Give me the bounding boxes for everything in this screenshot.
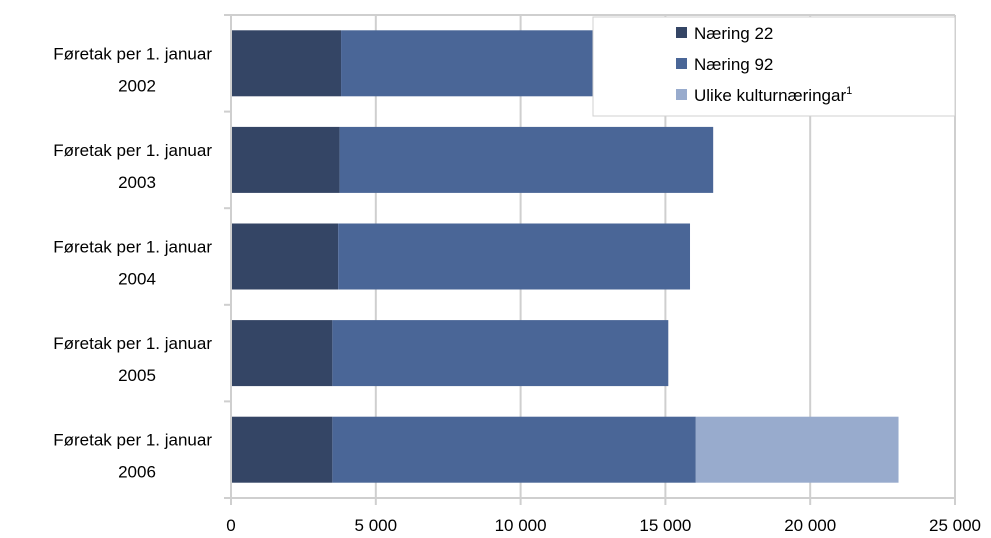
x-tick-labels: 0 5 000 10 000 15 000 20 000 25 000	[226, 516, 981, 535]
bar-1-2002	[231, 30, 342, 97]
bar-2-2006	[332, 416, 696, 483]
bar-2-2002	[341, 30, 593, 97]
bar-2-2003	[339, 126, 714, 193]
category-label-line: 2004	[118, 270, 156, 289]
category-labels: Føretak per 1. januar 2002 Føretak per 1. …	[53, 44, 212, 481]
legend-box	[592, 16, 956, 117]
legend-label: Næring 22	[694, 24, 773, 43]
legend: Næring 22 Næring 92 Ulike kulturnæringar1	[592, 16, 956, 117]
category-label-line: Føretak per 1. januar	[53, 238, 212, 257]
bar-2-2005	[332, 320, 669, 387]
x-tick-label: 15 000	[639, 516, 691, 535]
bar-1-2003	[231, 126, 340, 193]
x-tick-label: 5 000	[355, 516, 398, 535]
x-tick-label: 10 000	[495, 516, 547, 535]
legend-swatch	[676, 89, 687, 100]
category-label-line: 2005	[118, 366, 156, 385]
bar-2-2004	[338, 223, 691, 290]
legend-label: Næring 92	[694, 55, 773, 74]
category-label-line: Føretak per 1. januar	[53, 141, 212, 160]
legend-swatch	[676, 27, 687, 38]
bar-3-2006	[695, 416, 899, 483]
bars	[231, 30, 899, 483]
x-tick-label: 20 000	[784, 516, 836, 535]
legend-footnote-marker: 1	[846, 85, 852, 97]
category-label-line: Føretak per 1. januar	[53, 431, 212, 450]
legend-label: Ulike kulturnæringar1	[694, 85, 852, 105]
x-tick-label: 0	[226, 516, 235, 535]
bar-1-2006	[231, 416, 333, 483]
category-label-line: 2002	[118, 76, 156, 95]
category-label-line: 2003	[118, 173, 156, 192]
legend-swatch	[676, 58, 687, 69]
category-label-line: 2006	[118, 463, 156, 482]
bar-1-2004	[231, 223, 339, 290]
x-tick-label: 25 000	[929, 516, 981, 535]
bar-1-2005	[231, 320, 333, 387]
category-label-line: Føretak per 1. januar	[53, 44, 212, 63]
category-label-line: Føretak per 1. januar	[53, 334, 212, 353]
axis	[224, 14, 956, 505]
